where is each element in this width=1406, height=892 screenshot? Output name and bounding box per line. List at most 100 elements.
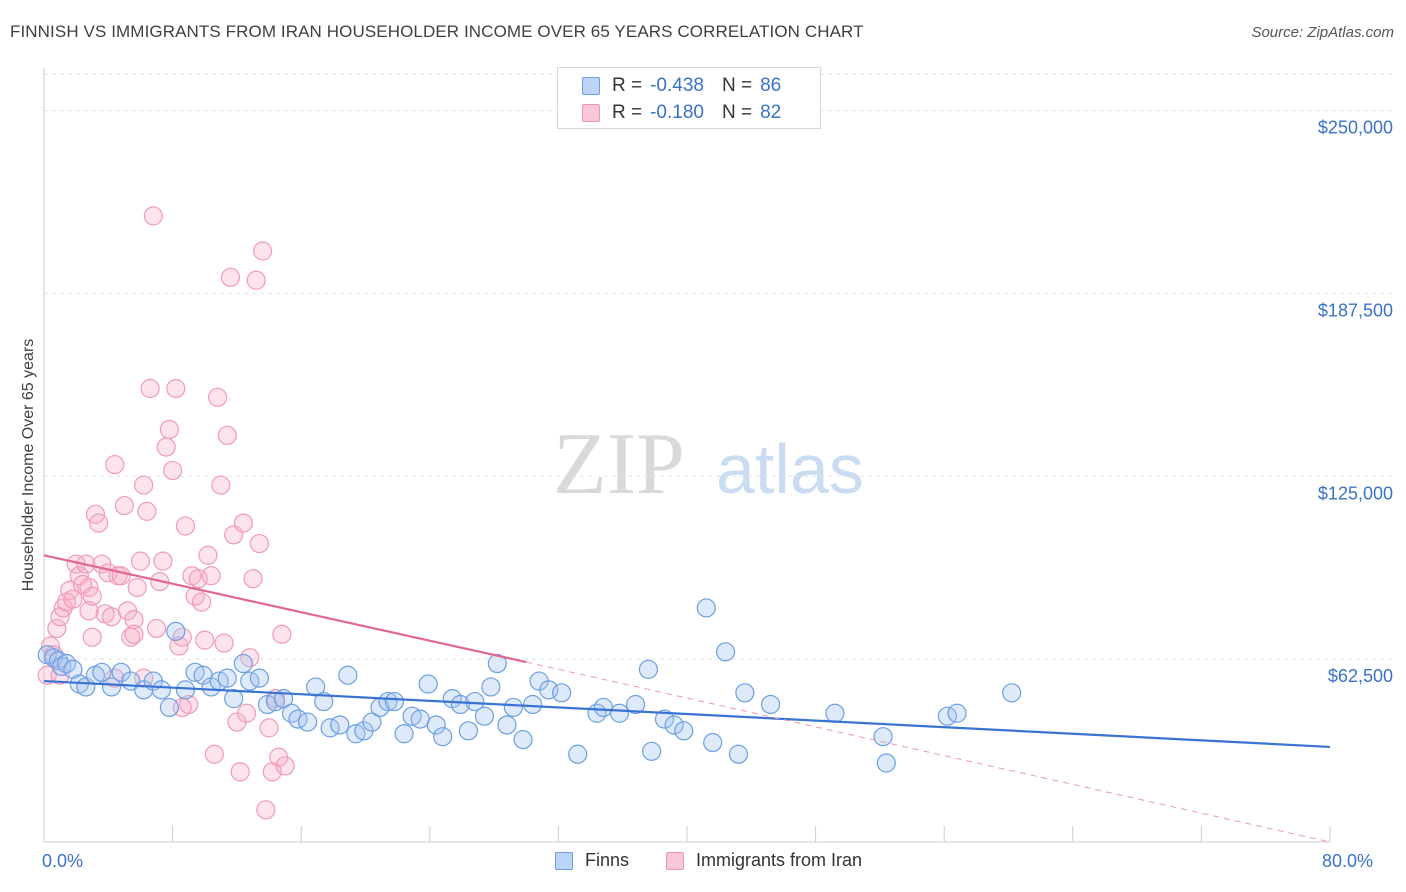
legend-row-iran: R = -0.180 N = 82 [582,101,781,125]
finns-point [224,689,244,709]
iran-point [220,267,241,287]
finns-point [876,753,896,773]
finns-point [92,662,112,682]
iran-trend-line [43,554,527,664]
iran-point [82,627,102,647]
trend-lines [43,554,1331,843]
finns-point [715,642,736,662]
iran-trend-extension [526,661,1331,843]
finns-point [696,598,716,618]
finns-point [474,706,495,726]
x-tick-label-max: 80.0% [1322,851,1374,871]
y-tick-label: $187,500 [1318,300,1393,320]
finns-legend-swatch [555,851,573,870]
iran-point [259,718,279,738]
legend-r-value: -0.180 [650,102,704,123]
iran-point [236,703,257,723]
legend-label-iran: Immigrants from Iran [696,850,863,870]
iran-point [105,454,125,475]
finns-point [362,712,382,732]
iran-point [246,270,266,290]
iran-point [233,513,253,533]
finns-point [314,691,334,712]
y-tick-label: $250,000 [1318,118,1393,138]
finns-point [233,653,253,674]
finns-point [166,621,186,641]
iran-point [114,495,134,516]
finns-point [458,721,478,741]
finns-point [638,659,659,679]
iran-point [217,425,237,445]
iran-point [230,762,250,782]
legend-n-label: N = [721,75,753,96]
finns-point [497,715,517,735]
iran-point [156,437,176,457]
finns-point [487,653,507,674]
finns-point [728,744,749,764]
legend-item-iran[interactable]: Immigrants from Iran [666,850,862,871]
legend-row-finns: R = -0.438 N = 86 [582,74,781,98]
iran-point [249,533,270,554]
finns-point [217,668,237,688]
legend-r-value: -0.438 [650,75,704,96]
finns-point [338,665,358,685]
finns-point [760,694,781,715]
finns-point [101,677,122,697]
finns-point [593,697,614,718]
iran-point [140,378,160,399]
y-tick-label: $62,500 [1328,666,1393,686]
finns-point [625,694,646,715]
iran-point [153,551,173,571]
iran-point [195,630,215,650]
x-tick-label-min: 0.0% [42,851,84,871]
legend-r-label: R = [612,75,643,96]
finns-point [394,724,414,744]
y-tick-labels: $62,500 $125,000 $187,500 $250,000 [1318,118,1393,687]
finns-swatch [582,77,600,95]
iran-point [272,624,292,644]
finns-point [298,712,318,732]
iran-swatch [582,104,600,122]
legend-label-finns: Finns [585,850,630,870]
finns-point [568,744,588,764]
finns-series-points [37,598,1022,773]
finns-point [642,741,662,761]
legend-n-value: 86 [760,75,782,96]
iran-point [208,387,228,407]
y-axis-label: Householder Income Over 65 years [20,338,37,592]
finns-point [825,703,845,723]
finns-point [378,691,398,712]
iran-point [111,566,131,586]
finns-point [249,668,270,688]
finns-point [481,677,501,697]
watermark-atlas: atlas [716,430,864,508]
finns-point [523,694,543,715]
iran-point [137,501,157,521]
iran-point [163,460,183,481]
finns-point [1002,683,1022,703]
legend-item-finns[interactable]: Finns [555,850,629,871]
series-legend: Finns Immigrants from Iran [0,850,1406,880]
legend-n-label: N = [721,102,753,123]
finns-point [664,715,684,735]
finns-point [330,715,350,735]
legend-r-label: R = [612,102,643,123]
iran-point [201,566,221,586]
iran-point [214,633,234,653]
iran-point [175,516,196,536]
iran-point [63,589,83,609]
y-axis-label-container: Householder Income Over 65 years [14,300,44,630]
iran-point [146,618,167,639]
y-tick-label: $125,000 [1318,483,1393,503]
iran-point [211,475,231,495]
finns-point [159,697,179,718]
correlation-legend: R = -0.438 N = 86 R = -0.180 N = 82 [557,67,821,129]
iran-point [166,378,186,399]
finns-trend-line [43,679,1331,749]
iran-point [191,592,212,612]
finns-point [410,709,430,729]
finns-point [703,732,723,753]
source-label: Source: ZipAtlas.com [1251,24,1394,41]
finns-point [735,683,755,703]
